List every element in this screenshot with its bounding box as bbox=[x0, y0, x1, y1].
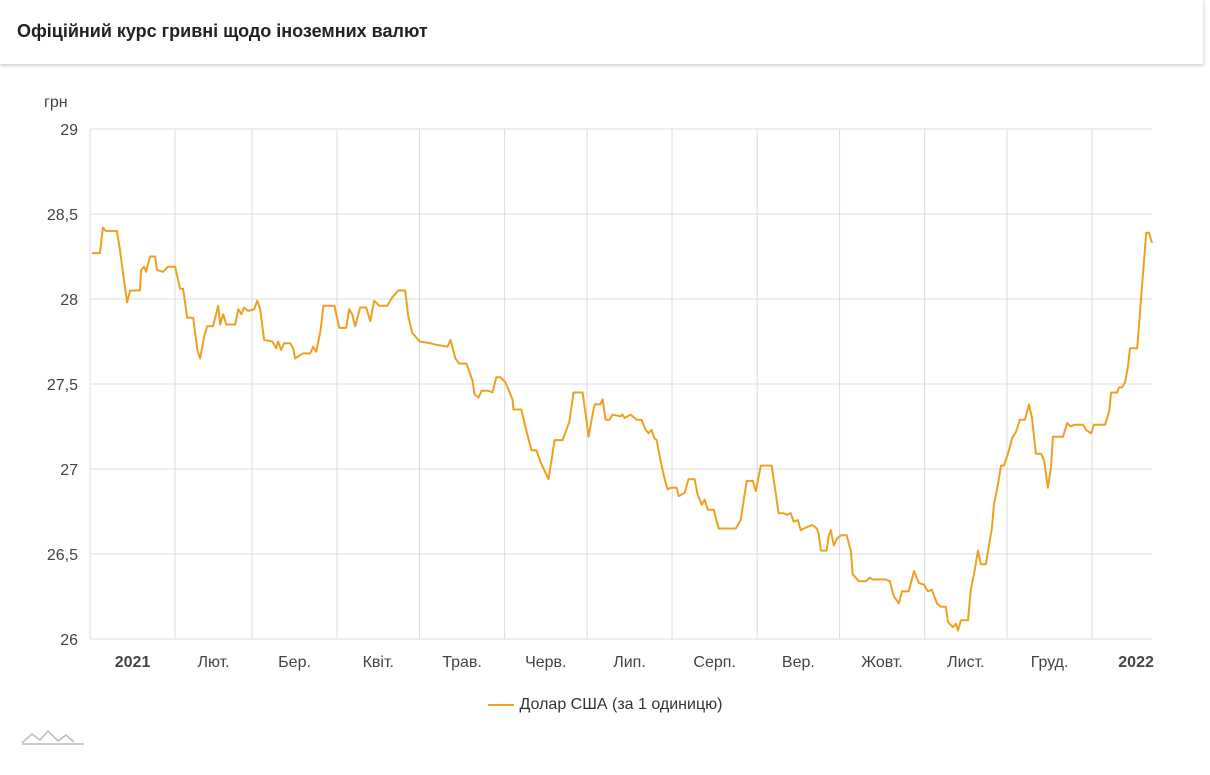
x-tick-label: Черв. bbox=[525, 654, 566, 671]
mountain-line-icon bbox=[22, 729, 84, 745]
x-tick-label: Лип. bbox=[613, 654, 646, 671]
y-tick-label: 27,5 bbox=[47, 377, 78, 394]
y-tick-label: 26,5 bbox=[47, 547, 78, 564]
y-tick-label: 29 bbox=[60, 122, 78, 139]
y-tick-label: 28,5 bbox=[47, 207, 78, 224]
legend-swatch bbox=[487, 703, 514, 706]
x-tick-label: 2022 bbox=[1118, 654, 1154, 671]
y-axis: 26 26,5 27 27,5 28 28,5 29 bbox=[47, 122, 78, 649]
series-line-usd bbox=[91, 226, 1153, 632]
chart-header: Офіційний курс гривні щодо іноземних вал… bbox=[0, 0, 1204, 64]
legend-label: Долар США (за 1 одиницю) bbox=[519, 696, 723, 713]
chart-title: Офіційний курс гривні щодо іноземних вал… bbox=[17, 21, 428, 41]
x-tick-label: 2021 bbox=[115, 654, 151, 671]
x-tick-label: Груд. bbox=[1031, 654, 1069, 671]
y-tick-label: 28 bbox=[60, 292, 78, 309]
x-axis: 2021 Лют. Бер. Квіт. Трав. Черв. Лип. Серп. Вер.… bbox=[115, 654, 1154, 671]
series-layer bbox=[91, 226, 1153, 632]
y-axis-label: грн bbox=[44, 94, 68, 111]
x-tick-label: Лист. bbox=[947, 654, 984, 671]
x-tick-label: Бер. bbox=[278, 654, 311, 671]
x-tick-label: Трав. bbox=[442, 654, 482, 671]
x-tick-label: Жовт. bbox=[861, 654, 903, 671]
grid bbox=[89, 128, 1152, 640]
x-tick-label: Серп. bbox=[693, 654, 735, 671]
legend[interactable]: Долар США (за 1 одиницю) bbox=[0, 696, 1210, 714]
x-tick-label: Вер. bbox=[782, 654, 815, 671]
x-tick-label: Квіт. bbox=[363, 654, 394, 671]
x-tick-label: Лют. bbox=[197, 654, 229, 671]
y-tick-label: 26 bbox=[60, 632, 78, 649]
y-tick-label: 27 bbox=[60, 462, 78, 479]
